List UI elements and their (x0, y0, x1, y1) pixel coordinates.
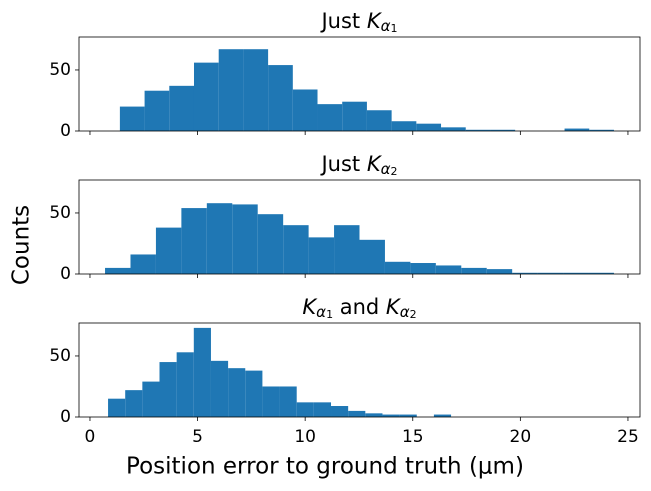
y-tick-label: 50 (49, 203, 71, 223)
bar (589, 129, 614, 131)
bar (119, 106, 145, 131)
bar (537, 272, 564, 274)
subplot-title: Just Kα2 (319, 152, 397, 178)
bar (331, 406, 349, 417)
subplot-title: Just Kα1 (319, 9, 397, 35)
bar (563, 272, 589, 274)
bar (243, 49, 269, 131)
title-part: α (381, 17, 391, 35)
title-part: α (316, 303, 326, 321)
y-tick-label: 0 (60, 264, 71, 284)
x-tick-label: 15 (402, 427, 424, 447)
bar (228, 368, 246, 417)
bar (193, 62, 219, 131)
bar (181, 208, 207, 274)
bar (308, 237, 335, 274)
bar (365, 413, 383, 417)
axes-frame (78, 322, 641, 418)
title-part: K (367, 152, 383, 176)
subplot-title: Kα1 and Kα2 (302, 295, 416, 321)
bar (382, 414, 400, 417)
bar (268, 65, 293, 131)
x-tick-label: 25 (617, 427, 639, 447)
y-tick-label: 50 (49, 346, 71, 366)
bar (461, 267, 487, 274)
bar (130, 254, 156, 274)
title-part: 1 (391, 22, 398, 35)
title-part: 2 (410, 308, 417, 321)
y-tick-label: 0 (60, 121, 71, 141)
bar (342, 101, 367, 131)
bar (359, 239, 385, 274)
bar (279, 386, 297, 417)
bar (144, 90, 170, 131)
y-tick-label: 50 (49, 60, 71, 80)
bar (366, 110, 392, 131)
title-part: K (367, 9, 383, 33)
bar (169, 85, 194, 131)
title-part: α (381, 160, 391, 178)
bar (262, 386, 280, 417)
x-tick-label: 10 (294, 427, 316, 447)
bar (108, 398, 126, 417)
bar (410, 263, 436, 274)
bar (283, 225, 309, 274)
bar (105, 267, 131, 274)
title-part: 1 (326, 308, 333, 321)
title-part: K (302, 295, 318, 319)
bar (334, 225, 360, 274)
x-axis-label: Position error to ground truth (μm) (126, 454, 524, 480)
bar (159, 362, 177, 417)
bar (399, 414, 417, 417)
bar (155, 227, 182, 274)
bar (193, 327, 211, 417)
bar (564, 128, 590, 131)
y-axis-label: Counts (9, 205, 35, 285)
bar (433, 414, 452, 417)
title-part: 2 (391, 165, 398, 178)
title-part: Just (319, 9, 366, 33)
axes-frame (78, 36, 641, 132)
bar (465, 129, 491, 131)
y-tick-label: 0 (60, 407, 71, 427)
bar (232, 204, 258, 274)
title-part: and (333, 295, 386, 319)
bar (218, 49, 244, 131)
bar (142, 381, 160, 417)
bar (391, 121, 417, 131)
bar (210, 360, 229, 417)
bar (384, 261, 411, 274)
bar (313, 402, 332, 417)
x-tick-label: 5 (192, 427, 203, 447)
bar (512, 272, 538, 274)
bar (125, 390, 143, 417)
bar (176, 352, 194, 417)
bar (348, 410, 366, 417)
title-part: Just (319, 152, 366, 176)
x-tick-label: 0 (85, 427, 96, 447)
x-tick-label: 20 (510, 427, 532, 447)
bar (257, 214, 284, 274)
bar (490, 129, 516, 131)
bar (416, 123, 442, 131)
bar (206, 203, 233, 274)
axes-frame (78, 179, 641, 275)
bar (317, 104, 343, 131)
bar (441, 127, 466, 131)
bar (245, 370, 263, 417)
bar (588, 272, 614, 274)
bar (435, 265, 462, 274)
bar (296, 402, 314, 417)
bar (486, 269, 513, 274)
title-part: K (386, 295, 402, 319)
bar (292, 89, 318, 131)
title-part: α (400, 303, 410, 321)
